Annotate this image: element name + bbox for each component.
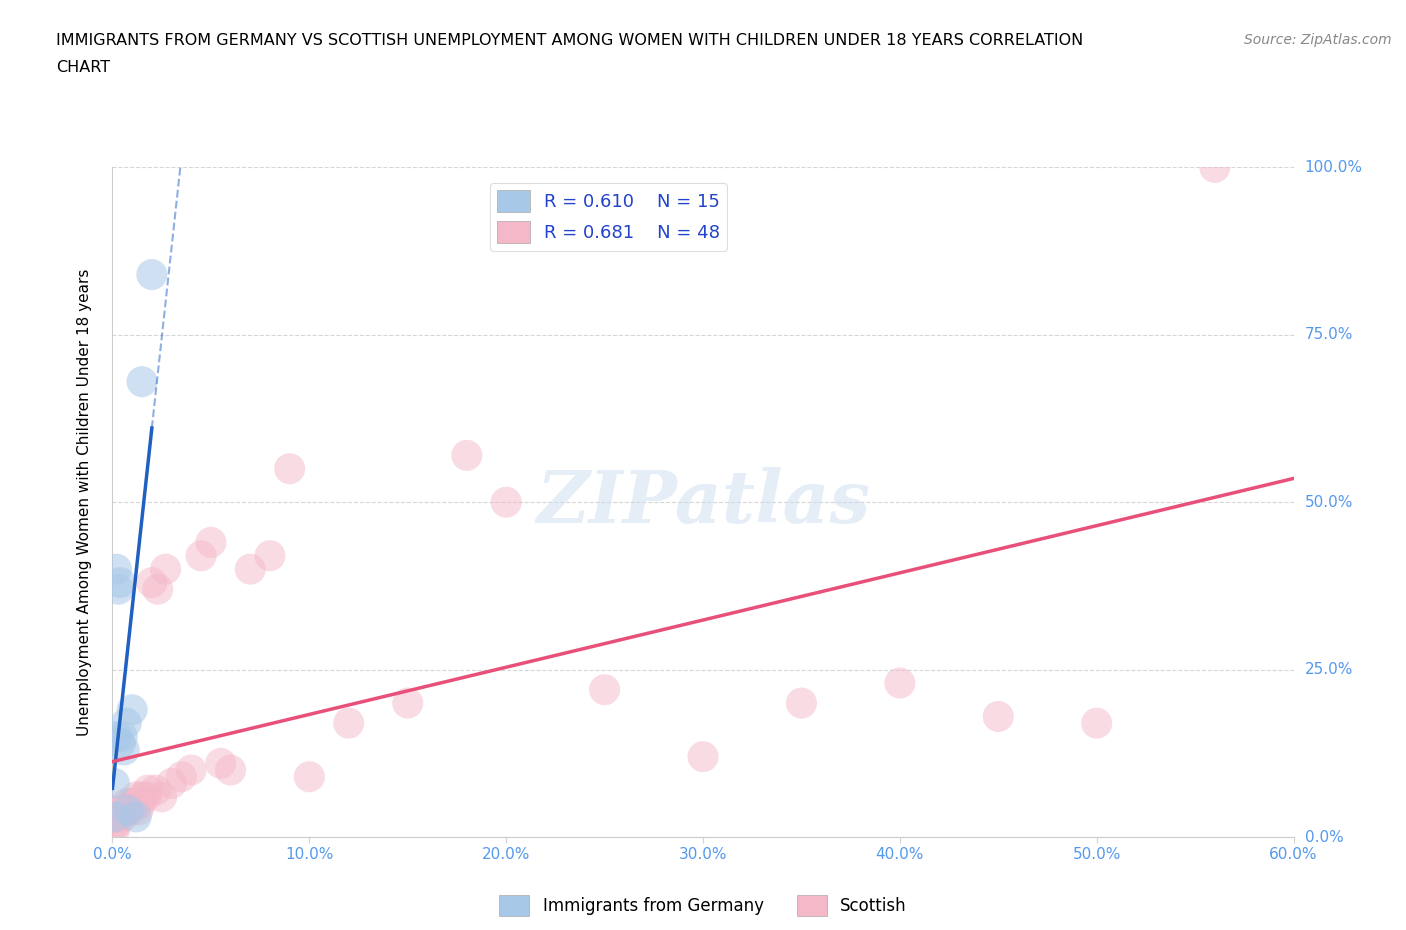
Point: [141, 267, 163, 282]
Point: [120, 796, 142, 811]
Text: ZIPatlas: ZIPatlas: [536, 467, 870, 538]
Point: [111, 809, 134, 824]
Point: [111, 729, 134, 744]
Point: [117, 803, 139, 817]
Text: 25.0%: 25.0%: [1305, 662, 1353, 677]
Point: [146, 582, 169, 597]
Point: [141, 575, 163, 590]
Point: [160, 776, 183, 790]
Point: [692, 750, 714, 764]
Point: [105, 562, 128, 577]
Point: [110, 575, 132, 590]
Point: [131, 790, 153, 804]
Point: [115, 716, 138, 731]
Point: [239, 562, 262, 577]
Point: [105, 809, 128, 824]
Point: [103, 776, 125, 790]
Point: [112, 742, 135, 757]
Text: 50.0%: 50.0%: [1305, 495, 1353, 510]
Point: [103, 817, 125, 831]
Point: [145, 783, 167, 798]
Point: [987, 709, 1010, 724]
Legend: Immigrants from Germany, Scottish: Immigrants from Germany, Scottish: [492, 889, 914, 923]
Point: [219, 763, 242, 777]
Point: [396, 696, 419, 711]
Point: [136, 783, 159, 798]
Point: [121, 803, 143, 817]
Point: [790, 696, 813, 711]
Point: [495, 495, 517, 510]
Point: [135, 790, 157, 804]
Point: [121, 702, 143, 717]
Point: [889, 675, 911, 690]
Point: [127, 803, 149, 817]
Point: [107, 809, 129, 824]
Point: [105, 817, 128, 831]
Point: [122, 796, 145, 811]
Point: [190, 549, 212, 564]
Point: [298, 769, 321, 784]
Point: [110, 803, 132, 817]
Point: [115, 796, 138, 811]
Point: [103, 809, 125, 824]
Point: [105, 729, 128, 744]
Point: [337, 716, 360, 731]
Text: 100.0%: 100.0%: [1305, 160, 1362, 175]
Point: [259, 549, 281, 564]
Point: [170, 769, 193, 784]
Point: [112, 803, 135, 817]
Point: [131, 374, 153, 389]
Point: [125, 790, 148, 804]
Point: [103, 823, 125, 838]
Point: [1204, 160, 1226, 175]
Text: CHART: CHART: [56, 60, 110, 75]
Point: [107, 582, 129, 597]
Point: [155, 562, 177, 577]
Point: [209, 756, 232, 771]
Point: [150, 790, 173, 804]
Point: [278, 461, 301, 476]
Point: [125, 809, 148, 824]
Point: [180, 763, 202, 777]
Point: [129, 796, 152, 811]
Point: [1085, 716, 1108, 731]
Point: [117, 803, 139, 817]
Point: [456, 448, 478, 463]
Point: [105, 803, 128, 817]
Point: [103, 809, 125, 824]
Text: 0.0%: 0.0%: [1305, 830, 1343, 844]
Text: IMMIGRANTS FROM GERMANY VS SCOTTISH UNEMPLOYMENT AMONG WOMEN WITH CHILDREN UNDER: IMMIGRANTS FROM GERMANY VS SCOTTISH UNEM…: [56, 33, 1084, 47]
Text: Source: ZipAtlas.com: Source: ZipAtlas.com: [1244, 33, 1392, 46]
Text: 75.0%: 75.0%: [1305, 327, 1353, 342]
Point: [110, 736, 132, 751]
Y-axis label: Unemployment Among Women with Children Under 18 years: Unemployment Among Women with Children U…: [77, 269, 91, 736]
Point: [593, 683, 616, 698]
Point: [200, 535, 222, 550]
